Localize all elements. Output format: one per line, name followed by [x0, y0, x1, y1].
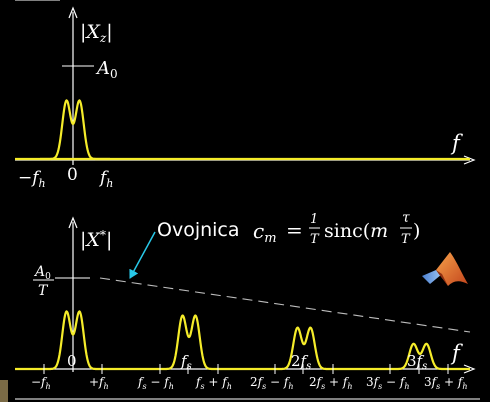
bottom-spectrum-curve: [15, 310, 470, 371]
bottom-tick-2fs-minus-fh: 2fs − fh: [250, 375, 293, 391]
svg-text:T: T: [310, 232, 320, 247]
corner-artifact: [0, 380, 8, 402]
callout-formula: cm = 1 T sinc(m τ T ): [253, 210, 420, 247]
bottom-a0-num: A0: [33, 264, 51, 282]
bottom-tick-zero: 0: [67, 352, 77, 370]
bottom-a0-den: T: [38, 283, 49, 299]
callout-text: Ovojnica: [157, 219, 240, 241]
top-plot: |Xz| A0 f −fh 0 fh: [15, 6, 476, 190]
bottom-tick-3fs: 3fs: [407, 352, 427, 372]
bottom-x-arrow: [463, 364, 476, 374]
svg-text:cm: cm: [253, 219, 277, 246]
bottom-tick-fs-minus-fh: fs − fh: [137, 375, 174, 391]
bottom-tick-fs-plus-fh: fs + fh: [195, 375, 232, 391]
bottom-plot: |X*| A0 T f 0 fs 2fs 3fs −fh +fh fs − fh…: [15, 216, 480, 400]
bottom-y-label: |X*|: [80, 228, 112, 251]
bottom-tick-minus-fh: −fh: [31, 375, 51, 391]
matlab-logo-icon: [422, 252, 468, 286]
envelope-callout: Ovojnica cm = 1 T sinc(m τ T ): [129, 210, 420, 279]
bottom-x-label: f: [450, 341, 463, 365]
envelope-dashed-line: [99, 277, 471, 333]
top-x-arrow: [463, 155, 476, 165]
top-tick-fh: fh: [98, 168, 113, 190]
top-x-label: f: [450, 131, 463, 155]
bottom-tick-plus-fh: +fh: [89, 375, 109, 391]
svg-text:sinc(m: sinc(m: [324, 220, 388, 242]
bottom-tick-2fs-plus-fh: 2fs + fh: [309, 375, 352, 391]
top-spectrum-curve: [40, 99, 110, 161]
top-y-label: |Xz|: [80, 21, 113, 45]
svg-text:τ: τ: [402, 210, 410, 226]
svg-text:): ): [413, 220, 420, 242]
bottom-tick-3fs-minus-fh: 3fs − fh: [366, 375, 409, 391]
bottom-tick-3fs-plus-fh: 3fs + fh: [424, 375, 467, 391]
top-y-arrow: [68, 6, 78, 19]
callout-arrow: [129, 231, 156, 279]
bottom-tick-fs: fs: [180, 352, 192, 372]
svg-text:T: T: [401, 232, 411, 247]
svg-text:=: =: [286, 218, 303, 242]
bottom-y-arrow: [68, 216, 78, 229]
top-tick-zero: 0: [67, 165, 78, 185]
svg-text:1: 1: [310, 212, 318, 227]
bottom-tick-2fs: 2fs: [291, 352, 311, 372]
top-tick-minus-fh: −fh: [18, 168, 46, 190]
top-a0-label: A0: [95, 58, 118, 81]
